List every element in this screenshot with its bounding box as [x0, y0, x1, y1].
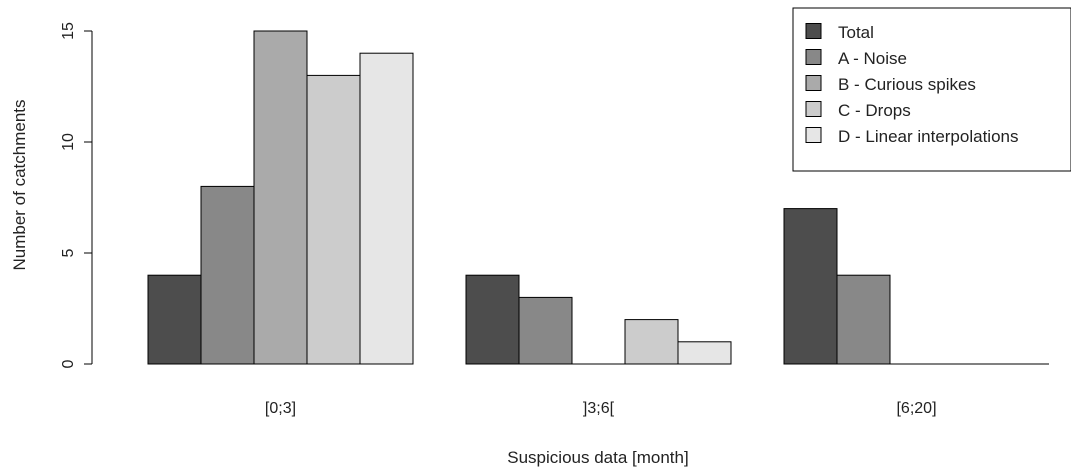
- legend-item-label: Total: [838, 23, 874, 42]
- bar: [836, 274, 891, 365]
- y-tick-label: 0: [60, 359, 77, 368]
- bar: [253, 30, 308, 365]
- y-tick-label: 10: [60, 133, 77, 151]
- bar: [783, 208, 838, 365]
- y-axis: 0 5 10 15: [60, 22, 93, 368]
- legend-box: [792, 7, 1071, 172]
- bar: [624, 319, 679, 365]
- bar: [306, 74, 361, 365]
- bar: [359, 52, 414, 365]
- legend: Total A - Noise B - Curious spikes C - Drop…: [792, 7, 1071, 172]
- category-label: ]3;6[: [583, 400, 615, 417]
- bars: [147, 30, 1049, 365]
- category-label: [0;3]: [265, 400, 296, 417]
- y-tick-label: 15: [60, 22, 77, 40]
- category-label: [6;20]: [896, 400, 936, 417]
- y-axis-label: Number of catchments: [10, 99, 29, 270]
- legend-swatch: [805, 23, 822, 39]
- legend-swatch: [805, 127, 822, 143]
- bar: [200, 185, 255, 365]
- legend-swatch: [805, 75, 822, 91]
- bar: [465, 274, 520, 365]
- bar: [518, 296, 573, 365]
- legend-swatch: [805, 49, 822, 65]
- bar: [677, 341, 732, 365]
- legend-item-label: B - Curious spikes: [838, 75, 976, 94]
- legend-item-label: C - Drops: [838, 101, 911, 120]
- legend-swatch: [805, 101, 822, 117]
- category-labels: [0;3] ]3;6[ [6;20]: [265, 400, 937, 417]
- legend-item-label: A - Noise: [838, 49, 907, 68]
- legend-item-label: D - Linear interpolations: [838, 127, 1018, 146]
- x-axis-label: Suspicious data [month]: [507, 448, 688, 467]
- bar: [147, 274, 202, 365]
- y-tick-label: 5: [60, 248, 77, 257]
